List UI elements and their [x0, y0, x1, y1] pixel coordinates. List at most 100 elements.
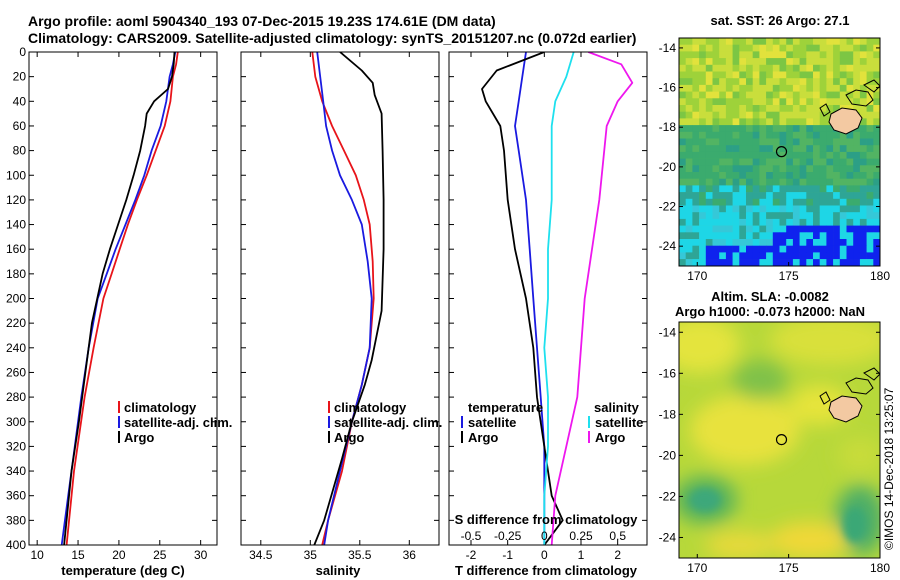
sst-cell	[853, 145, 861, 153]
sst-cell	[685, 125, 693, 133]
sst-cell	[786, 212, 794, 220]
sst-cell	[752, 265, 760, 266]
sst-cell	[786, 178, 794, 186]
sst-cell	[705, 185, 713, 193]
sst-cell	[833, 239, 841, 246]
sst-cell	[759, 131, 767, 139]
sst-cell	[779, 165, 787, 173]
sst-cell	[712, 78, 720, 86]
sst-cell	[719, 98, 727, 106]
sst-cell	[826, 239, 834, 246]
sst-cell	[853, 212, 861, 220]
sst-cell	[685, 225, 693, 233]
sst-cell	[819, 185, 827, 193]
sst-cell	[732, 259, 740, 266]
sst-cell	[786, 192, 794, 200]
sst-cell	[846, 198, 854, 206]
s-tick-label: 0	[541, 529, 548, 543]
sst-cell	[833, 165, 841, 173]
sst-cell	[705, 71, 713, 79]
sst-cell	[692, 111, 700, 119]
sst-cell	[880, 85, 887, 92]
sst-cell	[746, 192, 753, 200]
sst-cell	[813, 158, 820, 166]
sst-cell	[786, 218, 794, 226]
sst-cell	[786, 84, 794, 92]
sst-cell	[806, 252, 814, 260]
sst-cell	[853, 84, 861, 92]
sst-cell	[779, 131, 787, 139]
sst-cell	[866, 105, 874, 112]
sst-cell	[739, 71, 747, 79]
sst-cell	[859, 118, 867, 126]
sst-cell	[866, 172, 874, 179]
sst-cell	[685, 78, 693, 86]
sst-cell	[813, 151, 820, 159]
sst-cell	[766, 198, 774, 206]
sst-cell	[759, 259, 767, 266]
sst-cell	[846, 105, 854, 112]
sst-cell	[732, 245, 740, 253]
temperature-legend: climatology satellite-adj. clim. Argo	[118, 400, 232, 445]
sst-cell	[819, 78, 827, 86]
sst-cell	[746, 125, 753, 133]
sst-cell	[772, 125, 780, 133]
sst-cell	[826, 178, 834, 186]
temperature-argo-line	[63, 52, 176, 545]
sst-cell	[833, 51, 841, 59]
sst-cell	[739, 178, 747, 186]
sst-cell	[799, 58, 807, 66]
sst-cell	[786, 165, 794, 173]
sst-cell	[806, 145, 814, 153]
sst-cell	[732, 172, 740, 179]
sst-cell	[779, 58, 787, 66]
sst-cell	[873, 51, 880, 59]
sst-cell	[719, 78, 727, 86]
sst-cell	[679, 259, 686, 266]
sst-cell	[705, 111, 713, 119]
sst-cell	[819, 105, 827, 112]
sst-cell	[786, 239, 794, 246]
sst-cell	[813, 64, 820, 72]
sst-cell	[739, 78, 747, 86]
sst-cell	[799, 252, 807, 260]
difference-legend: temperature satellite Argo salinity sate…	[461, 400, 643, 445]
sst-cell	[719, 64, 727, 72]
sst-cell	[786, 151, 794, 159]
sst-cell	[880, 125, 887, 132]
sst-cell	[866, 205, 874, 213]
sst-cell	[719, 131, 727, 139]
sst-cell	[732, 58, 740, 66]
sst-cell	[705, 212, 713, 220]
sst-cell	[846, 245, 854, 253]
sst-cell	[826, 64, 834, 72]
sst-cell	[772, 172, 780, 179]
sst-cell	[772, 105, 780, 112]
sst-cell	[719, 151, 727, 159]
sst-cell	[759, 78, 767, 86]
sst-cell	[692, 131, 700, 139]
sst-cell	[692, 158, 700, 166]
legend-argo-label: Argo	[334, 430, 364, 445]
sst-cell	[799, 165, 807, 173]
depth-tick-label: 160	[6, 242, 26, 256]
sst-cell	[813, 125, 820, 133]
sst-cell	[826, 205, 834, 213]
sst-cell	[685, 151, 693, 159]
sst-cell	[679, 218, 686, 226]
sst-cell	[846, 265, 854, 266]
sst-cell	[839, 198, 847, 206]
sst-cell	[799, 38, 807, 45]
depth-tick-label: 340	[6, 464, 26, 478]
sst-cell	[792, 98, 800, 106]
sst-cell	[692, 118, 700, 126]
sst-cell	[819, 205, 827, 213]
sst-cell	[692, 178, 700, 186]
sst-cell	[853, 218, 861, 226]
sst-cell	[759, 178, 767, 186]
sst-cell	[692, 145, 700, 153]
sst-cell	[699, 51, 707, 59]
sst-cell	[699, 151, 707, 159]
x-tick-label: -2	[466, 548, 477, 562]
sst-cell	[759, 125, 767, 133]
